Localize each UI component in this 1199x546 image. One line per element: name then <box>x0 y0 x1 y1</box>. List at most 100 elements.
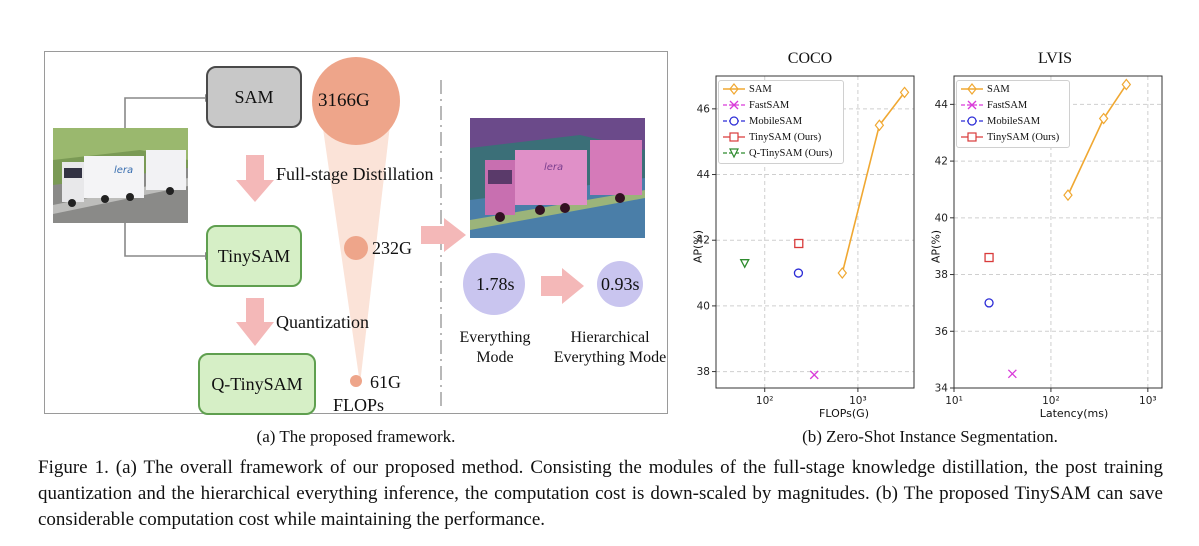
legend-row: FastSAM <box>961 99 1027 111</box>
segmentation-image <box>470 118 645 238</box>
time-bubble-everything <box>463 253 525 315</box>
x-tick-label: 10¹ <box>945 395 963 407</box>
framework-caption: (a) The proposed framework. <box>256 427 456 446</box>
figure-caption-text: Figure 1. (a) The overall framework of o… <box>38 457 1163 530</box>
mode-arrow <box>541 268 584 304</box>
y-tick-label: 42 <box>935 156 948 168</box>
distillation-label: Full-stage Distillation <box>276 164 434 184</box>
y-tick-label: 34 <box>935 383 949 395</box>
quantization-arrow <box>236 298 274 346</box>
chart-coco-ylabel: AP(%) <box>691 229 705 264</box>
segmented-truck-logo: lera <box>544 162 564 173</box>
data-point <box>899 86 910 99</box>
data-point <box>984 298 994 308</box>
data-point <box>1121 78 1132 91</box>
chart-coco-xlabel: FLOPs(G) <box>819 407 869 420</box>
truck-logo: lera <box>114 165 134 176</box>
plot-frame <box>953 75 1163 389</box>
time-hierarchical-value: 0.93s <box>601 274 640 294</box>
time-bubble-hierarchical <box>597 261 643 307</box>
legend-label: FastSAM <box>749 99 790 111</box>
legend-row: SAM <box>723 83 772 95</box>
y-tick-label: 44 <box>697 169 711 181</box>
plot-frame <box>715 75 915 389</box>
connector-to-sam <box>124 97 205 128</box>
chart-coco: COCO 10² 10³ 38 40 42 44 46 FLOPs(G) AP(%) SAM… <box>690 44 930 424</box>
distillation-arrow <box>236 155 274 202</box>
flops-bubble-tinysam <box>344 236 368 260</box>
y-tick-label: 38 <box>935 269 948 281</box>
hierarchical-mode-line-1: Hierarchical <box>570 329 650 346</box>
everything-mode-label: Everything Mode <box>458 328 532 368</box>
data-point <box>1063 189 1073 202</box>
flops-qtinysam-value: 61G <box>370 372 401 392</box>
y-tick-label: 38 <box>697 366 710 378</box>
flops-bubble-sam <box>312 57 400 145</box>
series-line <box>1067 84 1128 196</box>
series-line <box>841 91 906 274</box>
y-tick-label: 40 <box>697 300 710 312</box>
legend-label: MobileSAM <box>987 115 1041 127</box>
chart-lvis-title: LVIS <box>1037 50 1073 67</box>
time-everything-value: 1.78s <box>476 274 515 294</box>
flops-bubble-qtinysam <box>350 375 362 387</box>
data-point <box>793 268 804 278</box>
data-point <box>874 119 885 132</box>
chart-lvis-ylabel: AP(%) <box>929 229 943 264</box>
quantization-label: Quantization <box>276 312 369 332</box>
flops-tinysam-value: 232G <box>372 238 412 258</box>
data-point <box>837 267 848 280</box>
zero-shot-caption: (b) Zero-Shot Instance Segmentation. <box>802 427 1058 446</box>
x-tick-label: 10³ <box>849 395 867 407</box>
legend-row: MobileSAM <box>961 115 1040 127</box>
x-tick-label: 10³ <box>1139 395 1157 407</box>
data-point <box>984 252 994 263</box>
tinysam-module-label: TinySAM <box>217 245 291 266</box>
legend-row: SAM <box>961 83 1010 95</box>
data-point <box>1098 112 1109 125</box>
chart-lvis: LVIS 10¹ 10² 10³ 34 36 38 40 42 44 Latency(ms) A… <box>930 44 1170 424</box>
qtinysam-module-label: Q-TinySAM <box>211 373 303 394</box>
tinysam-module-box: TinySAM <box>206 225 302 287</box>
legend-row: TinySAM (Ours) <box>723 131 821 143</box>
legend-label: SAM <box>987 83 1010 95</box>
y-tick-label: 40 <box>935 212 948 224</box>
legend-label: SAM <box>749 83 772 95</box>
everything-mode-line-2: Mode <box>476 349 514 366</box>
connector-to-tinysam <box>124 222 205 257</box>
figure-caption: Figure 1. (a) The overall framework of o… <box>38 455 1163 533</box>
qtinysam-module-box: Q-TinySAM <box>198 353 316 415</box>
x-tick-label: 10² <box>756 395 774 407</box>
data-point <box>794 238 804 249</box>
legend-row: TinySAM (Ours) <box>961 131 1059 143</box>
x-tick-label: 10² <box>1042 395 1060 407</box>
hierarchical-mode-label: Hierarchical Everything Mode <box>552 328 668 368</box>
framework-panel <box>44 51 668 414</box>
hierarchical-mode-line-2: Everything Mode <box>553 349 667 366</box>
data-point <box>739 259 750 269</box>
legend-row: FastSAM <box>723 99 789 111</box>
sam-module-label: SAM <box>234 86 274 107</box>
data-point <box>1007 369 1017 379</box>
everything-mode-line-1: Everything <box>459 329 531 346</box>
chart-coco-title: COCO <box>787 50 833 67</box>
chart-coco-legend: SAM FastSAM MobileSAM TinySAM (Ours) Q-T… <box>718 80 844 164</box>
legend-label: MobileSAM <box>749 115 803 127</box>
legend-row: MobileSAM <box>723 115 802 127</box>
chart-lvis-legend: SAM FastSAM MobileSAM TinySAM (Ours) <box>956 80 1070 148</box>
legend-label: TinySAM (Ours) <box>987 131 1060 143</box>
y-tick-label: 42 <box>697 235 710 247</box>
legend-label: Q-TinySAM (Ours) <box>749 147 833 159</box>
flops-sam-value: 3166G <box>318 90 370 111</box>
chart-lvis-svg: 10¹ 10² 10³ 34 36 38 40 42 44 <box>935 75 1163 407</box>
to-segmentation-arrow <box>421 218 466 252</box>
data-point <box>809 370 819 380</box>
legend-label: TinySAM (Ours) <box>749 131 822 143</box>
truck-image <box>53 128 188 223</box>
y-tick-label: 36 <box>935 326 949 338</box>
y-tick-label: 44 <box>935 99 949 111</box>
legend-label: FastSAM <box>987 99 1028 111</box>
chart-lvis-xlabel: Latency(ms) <box>1039 407 1109 420</box>
legend-row: Q-TinySAM (Ours) <box>723 147 832 159</box>
